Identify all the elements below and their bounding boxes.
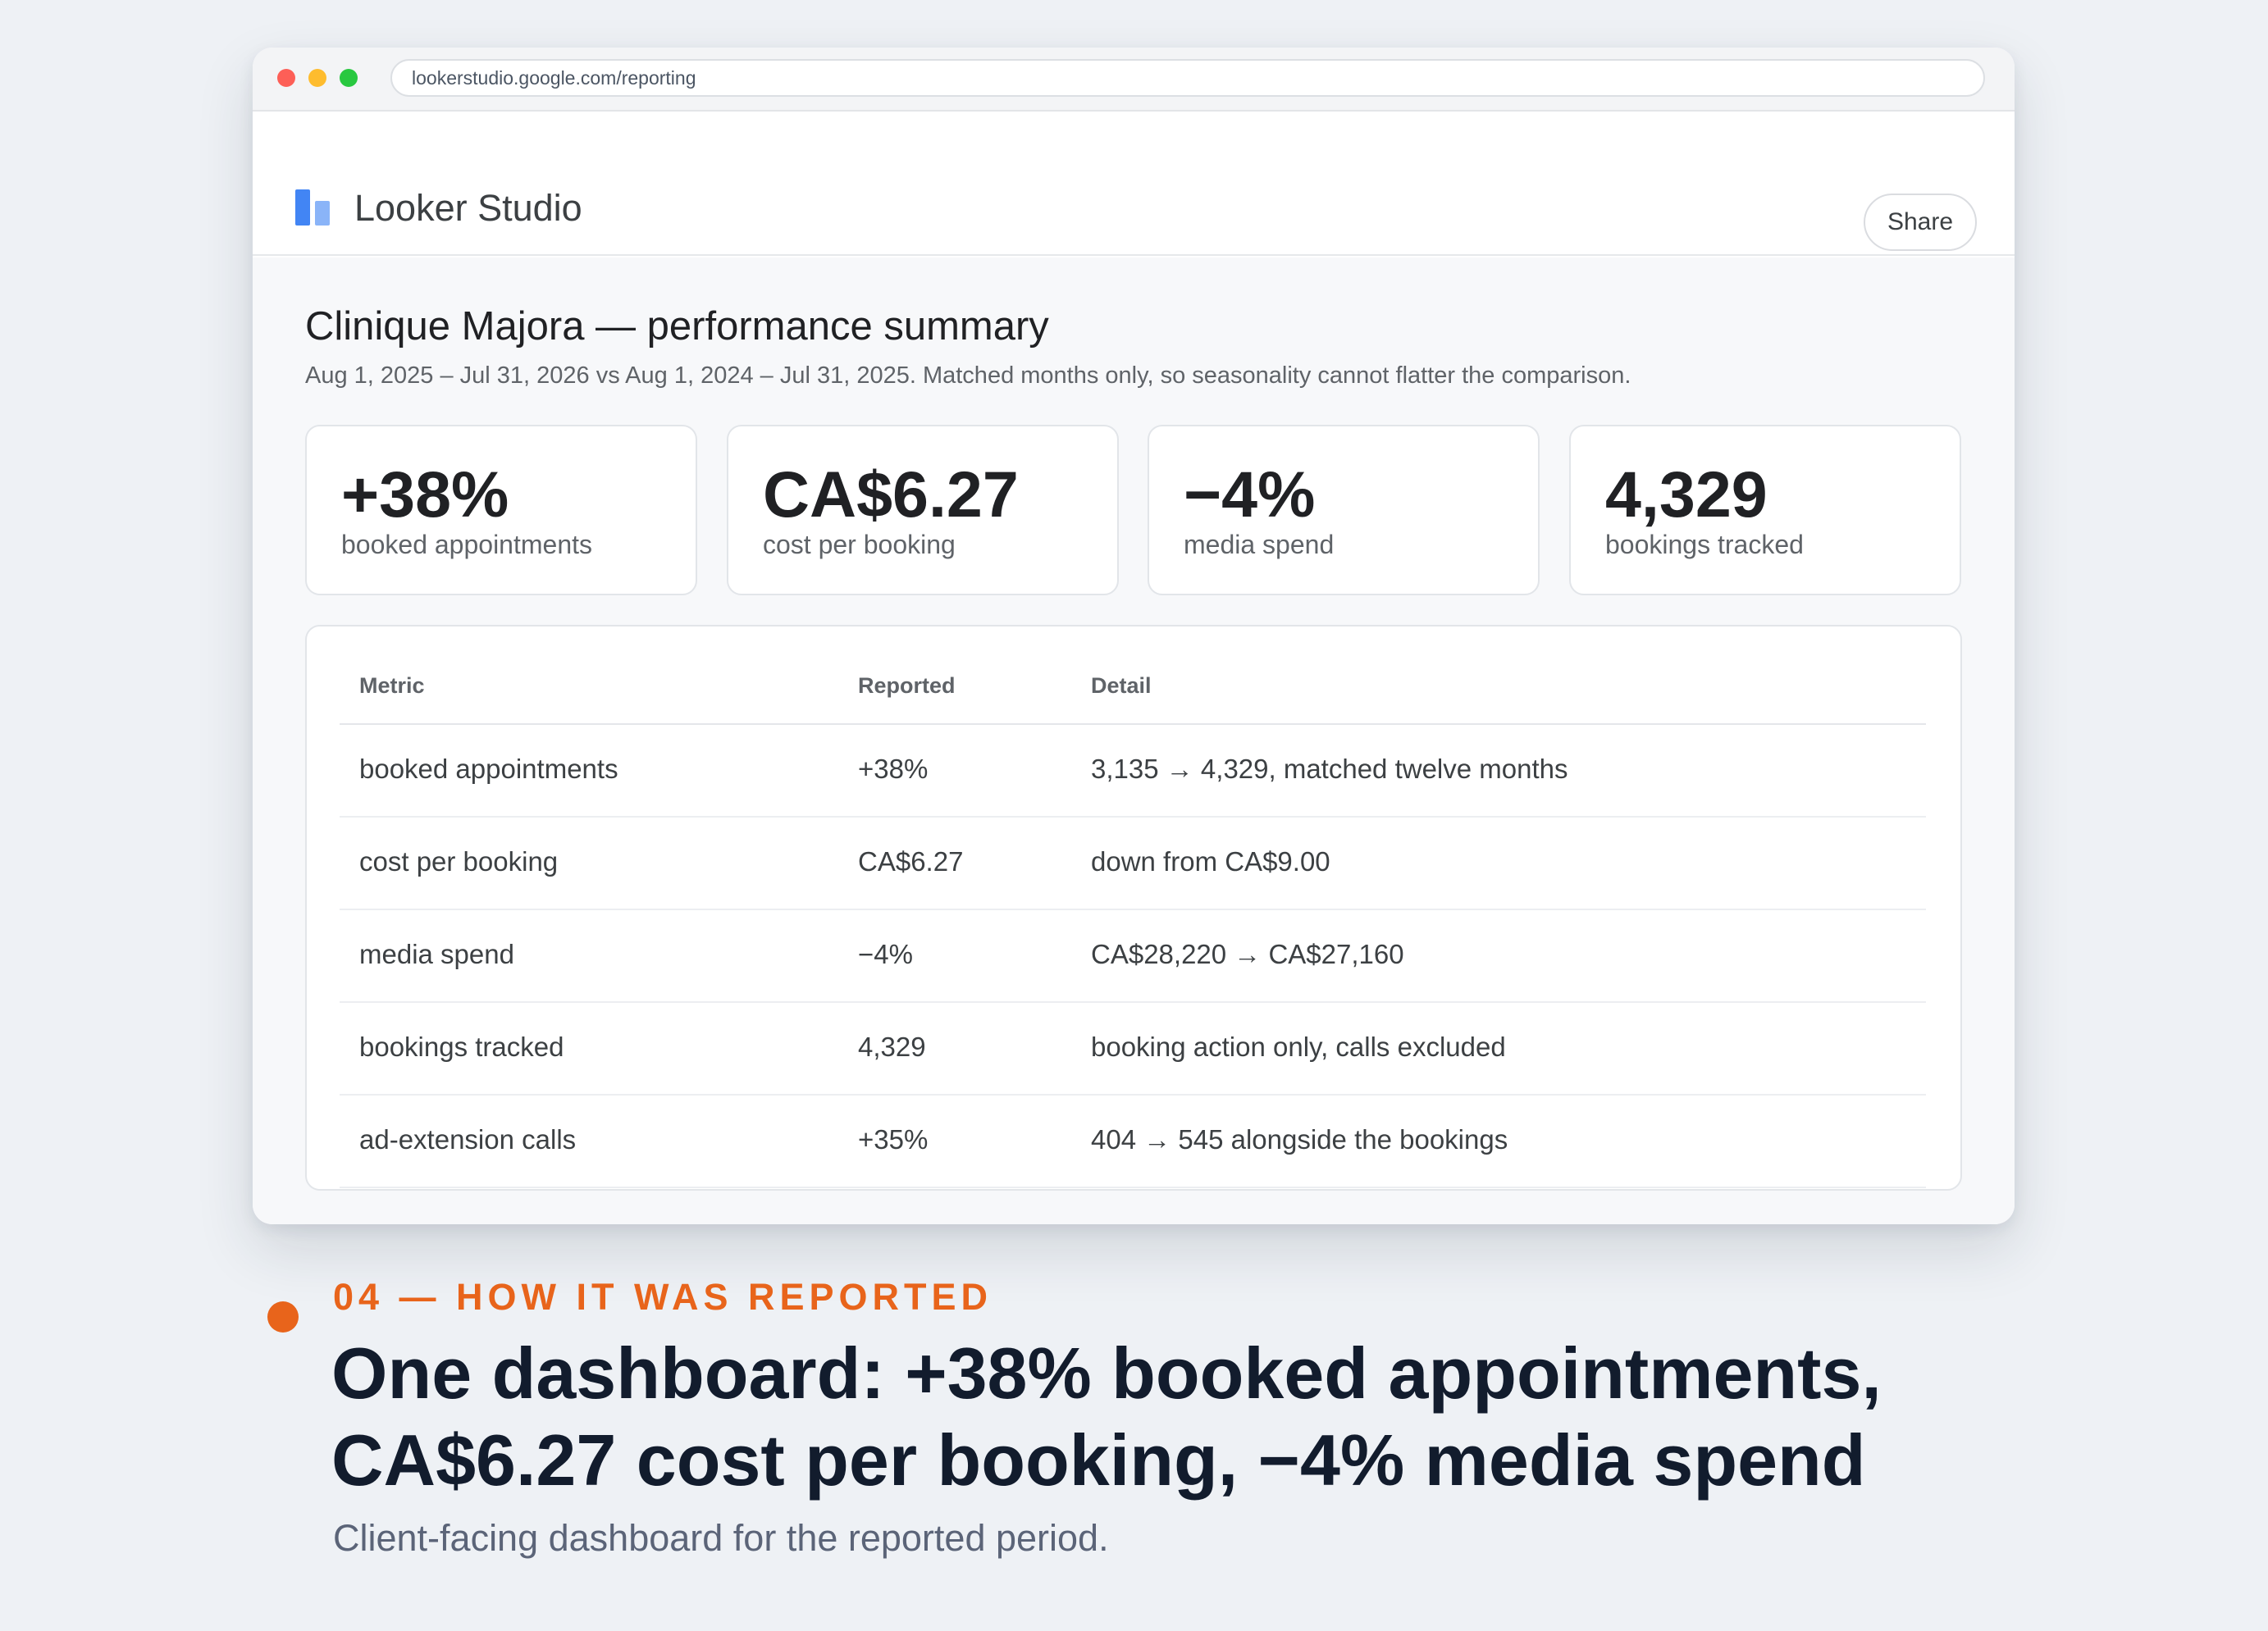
metrics-table: Metric Reported Detail booked appointmen…: [340, 663, 1926, 1188]
metrics-table-card: Metric Reported Detail booked appointmen…: [305, 625, 1962, 1191]
cell-metric: ad-extension calls: [359, 1124, 577, 1155]
minimize-window-button[interactable]: [308, 69, 326, 87]
cell-detail: 404 → 545 alongside the bookings: [1091, 1124, 1508, 1155]
section-headline: One dashboard: +38% booked appointments,…: [331, 1330, 2054, 1504]
report-subtitle: Aug 1, 2025 – Jul 31, 2026 vs Aug 1, 202…: [305, 362, 1631, 389]
kpi-label: booked appointments: [341, 530, 592, 559]
browser-chrome: lookerstudio.google.com/reporting: [253, 48, 2015, 112]
app-title: Looker Studio: [354, 187, 582, 229]
column-header-reported[interactable]: Reported: [858, 673, 956, 698]
headline-line-2: CA$6.27 cost per booking, −4% media spen…: [331, 1419, 1866, 1501]
table-row: bookings tracked 4,329 booking action on…: [340, 1003, 1926, 1096]
section-caption: Client-facing dashboard for the reported…: [333, 1517, 1109, 1559]
app-header: Looker Studio Share: [253, 112, 2015, 256]
looker-studio-logo-icon: [295, 189, 333, 226]
report-canvas: Clinique Majora — performance summary Au…: [253, 257, 2015, 1224]
share-button[interactable]: Share: [1864, 194, 1977, 251]
cell-metric: bookings tracked: [359, 1032, 564, 1062]
address-bar[interactable]: lookerstudio.google.com/reporting: [390, 59, 1985, 97]
close-window-button[interactable]: [277, 69, 295, 87]
kpi-label: cost per booking: [763, 530, 956, 559]
column-header-detail[interactable]: Detail: [1091, 673, 1152, 698]
cell-reported: −4%: [858, 939, 913, 969]
kpi-card-bookings-tracked: 4,329 bookings tracked: [1569, 425, 1961, 595]
table-row: ad-extension calls +35% 404 → 545 alongs…: [340, 1096, 1926, 1188]
cell-metric: cost per booking: [359, 846, 559, 877]
kpi-value: +38%: [341, 458, 509, 531]
cell-metric: booked appointments: [359, 754, 618, 784]
kpi-value: CA$6.27: [763, 458, 1019, 531]
kpi-label: bookings tracked: [1605, 530, 1804, 559]
cell-reported: +38%: [858, 754, 929, 784]
section-eyebrow: 04 — HOW IT WAS REPORTED: [333, 1276, 993, 1318]
section-marker-dot: [267, 1301, 299, 1333]
report-title: Clinique Majora — performance summary: [305, 304, 1049, 349]
table-row: media spend −4% CA$28,220 → CA$27,160: [340, 910, 1926, 1003]
cell-detail: booking action only, calls excluded: [1091, 1032, 1506, 1062]
kpi-value: −4%: [1184, 458, 1316, 531]
maximize-window-button[interactable]: [340, 69, 358, 87]
table-header: Metric Reported Detail: [340, 663, 1926, 725]
cell-detail: CA$28,220 → CA$27,160: [1091, 939, 1404, 969]
table-row: booked appointments +38% 3,135 → 4,329, …: [340, 725, 1926, 818]
headline-line-1: One dashboard: +38% booked appointments,: [331, 1333, 1882, 1414]
cell-detail: 3,135 → 4,329, matched twelve months: [1091, 754, 1568, 784]
cell-reported: 4,329: [858, 1032, 926, 1062]
table-row: cost per booking CA$6.27 down from CA$9.…: [340, 818, 1926, 910]
kpi-card-media-spend: −4% media spend: [1148, 425, 1540, 595]
kpi-value: 4,329: [1605, 458, 1768, 531]
kpi-label: media spend: [1184, 530, 1335, 559]
cell-metric: media spend: [359, 939, 514, 969]
browser-window: lookerstudio.google.com/reporting Looker…: [253, 48, 2015, 1224]
address-bar-url: lookerstudio.google.com/reporting: [412, 66, 696, 89]
cell-reported: CA$6.27: [858, 846, 964, 877]
cell-reported: +35%: [858, 1124, 929, 1155]
kpi-card-cost-per-booking: CA$6.27 cost per booking: [727, 425, 1119, 595]
kpi-card-booked-appointments: +38% booked appointments: [305, 425, 697, 595]
column-header-metric[interactable]: Metric: [359, 673, 425, 698]
cell-detail: down from CA$9.00: [1091, 846, 1330, 877]
